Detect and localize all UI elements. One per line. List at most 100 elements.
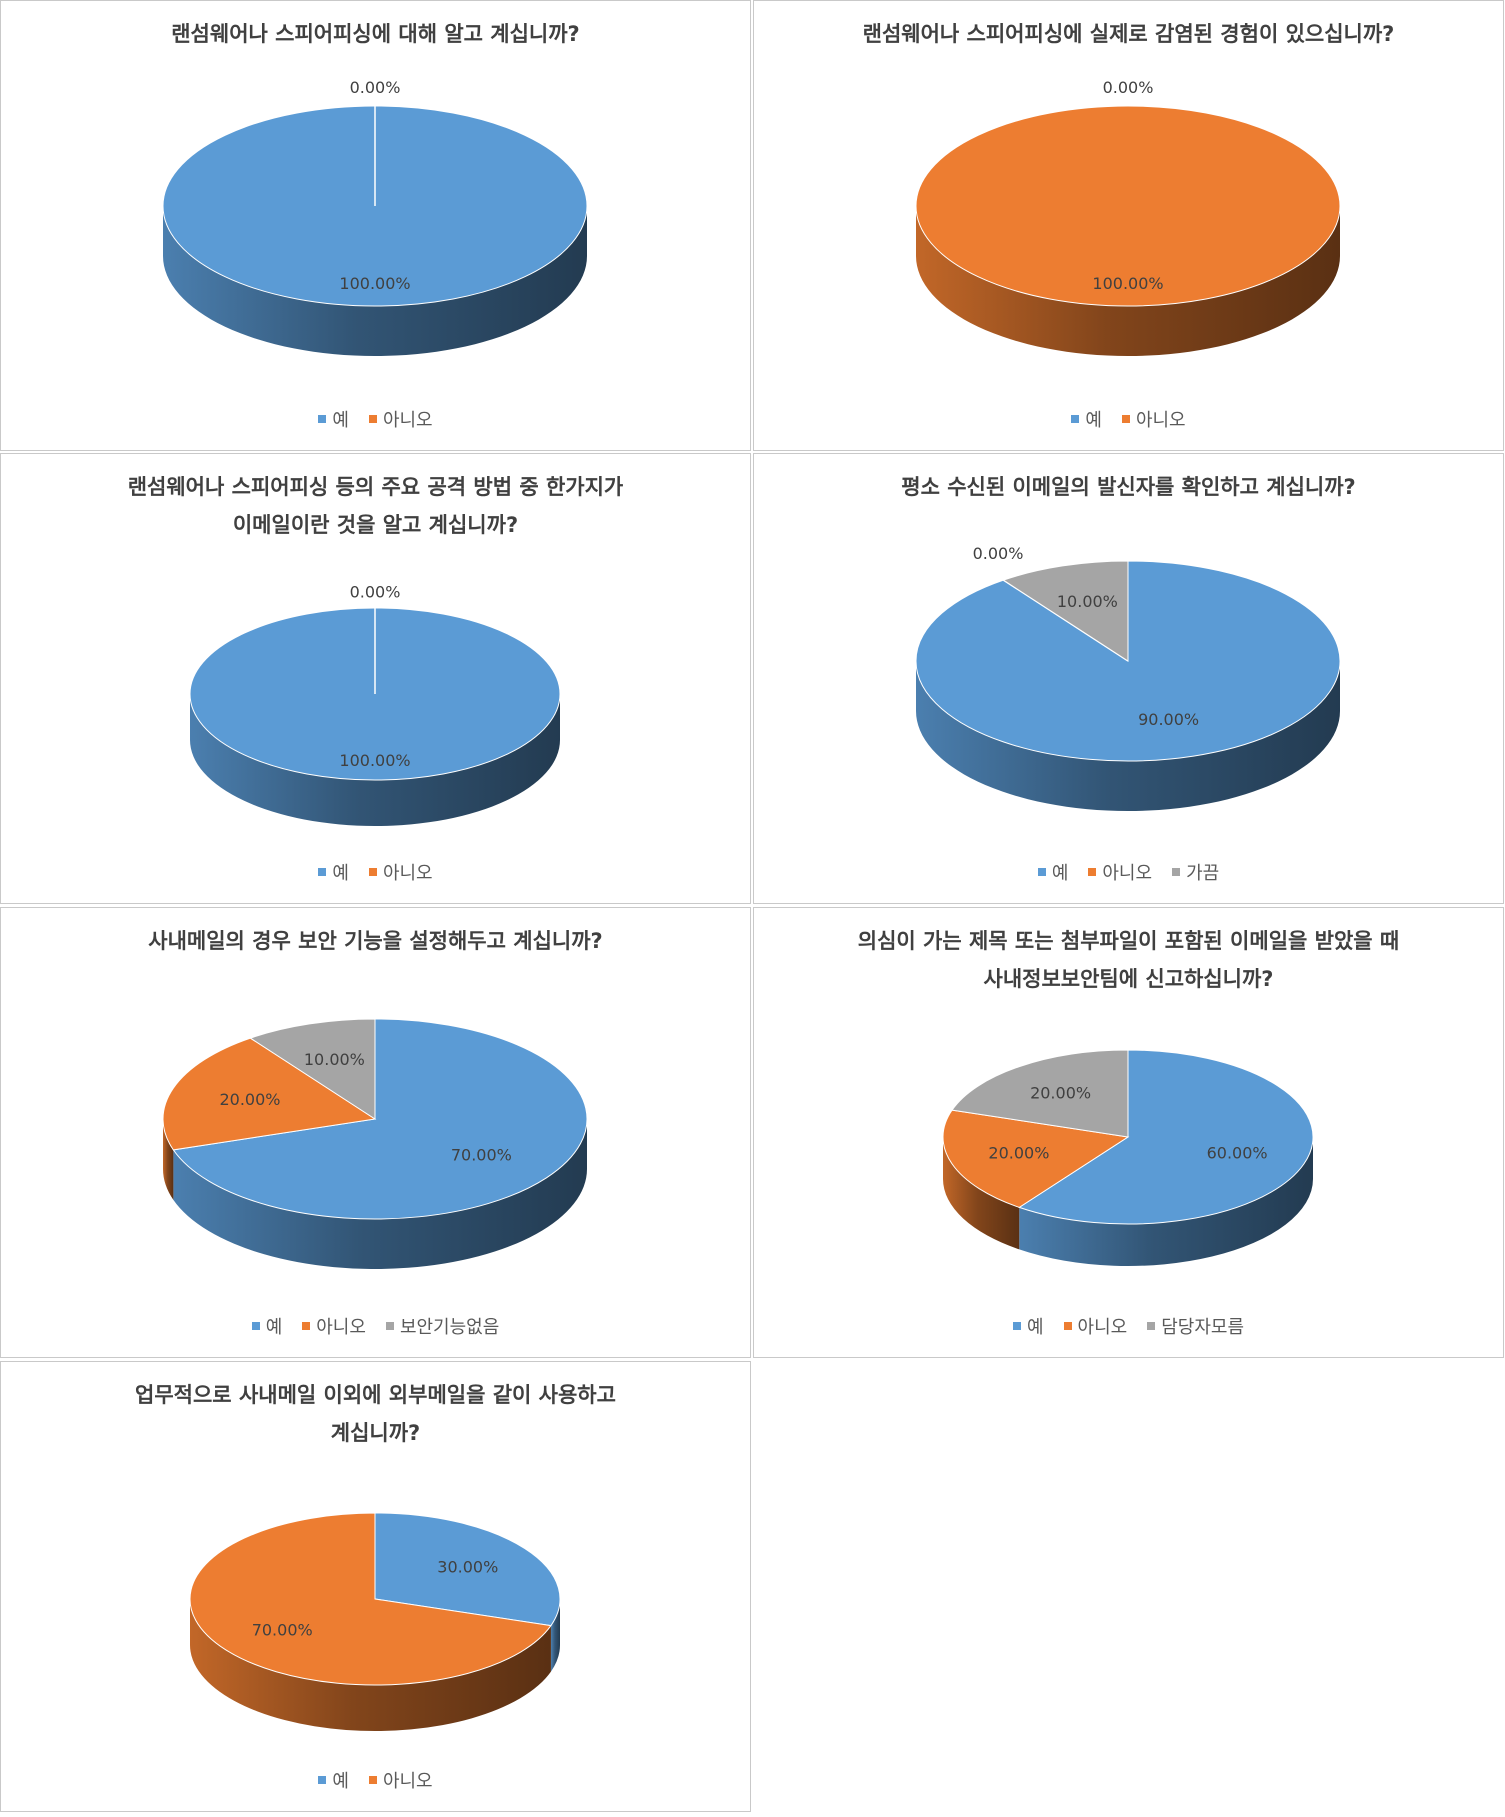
legend-item: 예 <box>1037 859 1069 885</box>
pie-side-slice-1 <box>190 1599 551 1731</box>
pie-side-slice-0 <box>550 1599 560 1672</box>
chart-title: 랜섬웨어나 스피어피싱에 대해 알고 계십니까? <box>11 15 740 53</box>
pie-chart: 0.00% 100.00% <box>915 78 1341 356</box>
legend-item: 아니오 <box>1088 859 1152 885</box>
legend-item: 아니오 <box>1121 406 1186 432</box>
chart-title-line-1: 랜섬웨어나 스피어피싱에 실제로 감염된 경험이 있으십니까? <box>862 22 1395 46</box>
chart-legend: 예 아니오 <box>754 406 1503 432</box>
pie-side-slice-0 <box>190 694 560 826</box>
legend-swatch-icon <box>1147 1322 1156 1330</box>
legend-item: 아니오 <box>368 859 433 885</box>
pie-top <box>189 1512 561 1686</box>
data-label-slice-0: 60.00% <box>1207 1144 1268 1163</box>
legend-swatch-icon <box>318 1776 327 1784</box>
pie-side-walls <box>163 1119 587 1269</box>
data-label-slice-0: 90.00% <box>1138 710 1199 729</box>
legend-swatch-icon <box>1071 415 1080 423</box>
data-label-slice-0: 30.00% <box>437 1558 498 1577</box>
legend-label: 아니오 <box>382 410 433 431</box>
legend-item: 예 <box>1071 406 1102 432</box>
legend-item: 아니오 <box>368 406 433 432</box>
legend-swatch-icon <box>1012 1322 1021 1330</box>
legend-swatch-icon <box>1063 1322 1072 1330</box>
chart-legend: 예 아니오 보안기능없음 <box>1 1313 750 1339</box>
chart-panel-2: 랜섬웨어나 스피어피싱에 실제로 감염된 경험이 있으십니까? 0.00% 100.… <box>753 0 1504 451</box>
legend-swatch-icon <box>1172 868 1181 876</box>
pie-top <box>915 560 1341 762</box>
chart-title: 사내메일의 경우 보안 기능을 설정해두고 계십니까? <box>11 922 740 960</box>
data-label-slice-1: 100.00% <box>1092 274 1163 293</box>
pie-side-walls <box>190 694 560 826</box>
chart-panel-5: 사내메일의 경우 보안 기능을 설정해두고 계십니까? 70.00% 20.00% 1… <box>0 907 751 1358</box>
chart-title-line-1: 의심이 가는 제목 또는 첨부파일이 포함된 이메일을 받았을 때 <box>857 929 1400 953</box>
pie-top <box>942 1049 1314 1225</box>
legend-label: 예 <box>1085 410 1102 431</box>
data-label-slice-2: 20.00% <box>1030 1083 1091 1102</box>
legend-swatch-icon <box>302 1322 311 1330</box>
chart-title: 평소 수신된 이메일의 발신자를 확인하고 계십니까? <box>764 468 1493 506</box>
chart-title: 랜섬웨어나 스피어피싱 등의 주요 공격 방법 중 한가지가 이메일이란 것을 알… <box>11 468 740 544</box>
chart-legend: 예 아니오 <box>1 859 750 885</box>
data-label-slice-0: 70.00% <box>451 1145 512 1164</box>
legend-item: 예 <box>318 859 349 885</box>
data-label-slice-2: 10.00% <box>304 1050 365 1069</box>
chart-legend: 예 아니오 담당자모름 <box>754 1313 1503 1339</box>
pie-side-slice-1 <box>163 1119 174 1200</box>
chart-panel-7: 업무적으로 사내메일 이외에 외부메일을 같이 사용하고 계십니까? 30.00% 7… <box>0 1361 751 1812</box>
pie-top <box>162 105 588 307</box>
data-label-slice-0: 0.00% <box>1103 78 1154 97</box>
data-label-slice-1: 0.00% <box>350 583 401 602</box>
pie-slice-1 <box>942 1109 1130 1208</box>
chart-title-line-1: 평소 수신된 이메일의 발신자를 확인하고 계십니까? <box>901 475 1356 499</box>
legend-item: 아니오 <box>302 1313 366 1339</box>
data-label-slice-1: 0.00% <box>350 78 401 97</box>
pie-chart: 100.00% 0.00% <box>162 78 588 356</box>
data-label-slice-1: 0.00% <box>973 544 1024 563</box>
legend-label: 예 <box>332 863 349 884</box>
pie-slice-2 <box>1002 560 1129 662</box>
pie-side-walls <box>163 206 587 356</box>
data-label-slice-1: 70.00% <box>252 1620 313 1639</box>
legend-item: 예 <box>318 406 349 432</box>
pie-chart: 70.00% 20.00% 10.00% <box>162 1018 588 1269</box>
legend-swatch-icon <box>318 868 327 876</box>
legend-label: 보안기능없음 <box>399 1317 500 1338</box>
pie-side-slice-0 <box>916 661 1340 811</box>
chart-legend: 예 아니오 가끔 <box>754 859 1503 885</box>
legend-item: 아니오 <box>1063 1313 1127 1339</box>
pie-side-slice-0 <box>173 1119 587 1269</box>
legend-label: 아니오 <box>1102 863 1153 884</box>
legend-label: 아니오 <box>382 863 433 884</box>
pie-slice-2 <box>951 1049 1129 1138</box>
pie-top <box>189 607 561 781</box>
chart-title-line-1: 사내메일의 경우 보안 기능을 설정해두고 계십니까? <box>148 929 603 953</box>
legend-label: 예 <box>332 410 349 431</box>
pie-side-walls <box>916 661 1340 811</box>
legend-item: 가끔 <box>1172 859 1219 885</box>
pie-top <box>162 1018 588 1220</box>
legend-label: 아니오 <box>382 1771 433 1792</box>
legend-swatch-icon <box>318 415 327 423</box>
legend-swatch-icon <box>1037 868 1046 876</box>
pie-side-walls <box>190 1599 560 1731</box>
legend-item: 예 <box>251 1313 283 1339</box>
legend-label: 아니오 <box>316 1317 366 1338</box>
data-label-slice-0: 100.00% <box>339 751 410 770</box>
pie-slice-0 <box>374 1512 561 1627</box>
chart-panel-6: 의심이 가는 제목 또는 첨부파일이 포함된 이메일을 받았을 때 사내정보보안팀… <box>753 907 1504 1358</box>
legend-label: 가끔 <box>1186 863 1220 884</box>
chart-panel-4: 평소 수신된 이메일의 발신자를 확인하고 계십니까? 90.00% 0.00% 10… <box>753 453 1504 904</box>
chart-title-line-2: 계십니까? <box>330 1421 421 1445</box>
pie-side-slice-0 <box>163 206 587 356</box>
pie-side-slice-1 <box>943 1137 1020 1250</box>
legend-swatch-icon <box>385 1322 394 1330</box>
chart-title-line-1: 랜섬웨어나 스피어피싱 등의 주요 공격 방법 중 한가지가 <box>127 475 624 499</box>
legend-label: 예 <box>1051 863 1069 884</box>
pie-slice-1 <box>162 1037 377 1151</box>
chart-legend: 예 아니오 <box>1 1767 750 1793</box>
legend-label: 예 <box>265 1317 283 1338</box>
legend-swatch-icon <box>368 415 377 423</box>
chart-title-line-1: 랜섬웨어나 스피어피싱에 대해 알고 계십니까? <box>171 22 580 46</box>
legend-label: 예 <box>1026 1317 1044 1338</box>
